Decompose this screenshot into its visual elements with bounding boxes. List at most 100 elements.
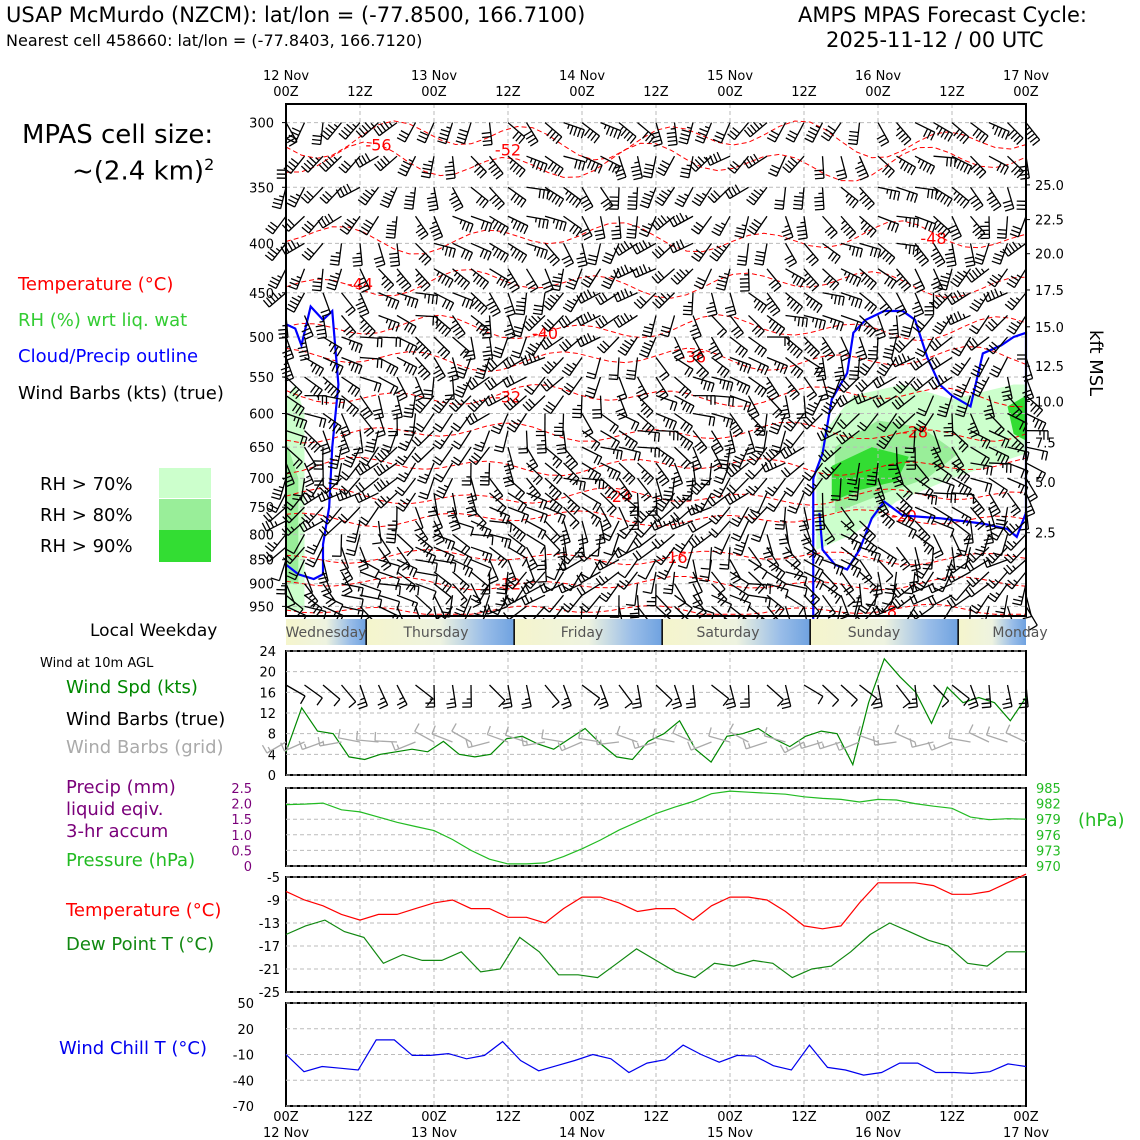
- local-weekday-label: Local Weekday: [90, 621, 218, 641]
- barb-flag: [754, 258, 764, 262]
- barb-shaft: [324, 520, 342, 537]
- barb-flag: [546, 190, 549, 200]
- barb-shaft: [1007, 430, 1025, 447]
- barb-flag: [951, 350, 960, 357]
- barb-flag: [437, 140, 447, 145]
- barb-half: [334, 455, 340, 458]
- barb-flag: [452, 422, 461, 429]
- pressure-tick-label: 400: [249, 237, 274, 252]
- barb-flag: [625, 377, 635, 380]
- barb-flag: [912, 218, 916, 228]
- barb-flag: [824, 535, 833, 542]
- barb-flag: [1008, 278, 1017, 285]
- barb-flag: [944, 252, 954, 256]
- barb-flag: [687, 506, 692, 516]
- barb-shaft: [470, 571, 489, 587]
- barb-flag: [1006, 553, 1015, 561]
- barb-flag: [482, 135, 492, 139]
- barb-shaft: [544, 520, 561, 538]
- barb-flag: [595, 474, 602, 483]
- pressure-tick-label: 350: [249, 181, 274, 196]
- barb-flag: [708, 345, 717, 351]
- barb-flag: [354, 342, 360, 352]
- barb-flag: [637, 452, 641, 462]
- barb-shaft: [294, 187, 306, 208]
- barb-shaft: [581, 215, 593, 237]
- barb-flag: [395, 505, 404, 512]
- barb10m-half: [399, 696, 404, 701]
- barb-flag: [338, 474, 347, 481]
- barb-flag: [594, 561, 601, 571]
- barb-shaft: [378, 462, 398, 477]
- barb-flag: [558, 319, 565, 329]
- barb-flag: [695, 221, 704, 229]
- barb-half: [533, 246, 537, 251]
- barb-flag: [563, 258, 572, 265]
- barb-flag: [798, 237, 808, 240]
- barb-flag: [502, 597, 508, 606]
- barb-shaft: [378, 583, 401, 587]
- barb-flag: [660, 215, 668, 223]
- barb-shaft: [525, 583, 546, 595]
- barb-shaft: [896, 186, 918, 195]
- barb-shaft: [285, 376, 303, 393]
- barb-flag: [793, 348, 800, 356]
- barb-shaft: [322, 395, 345, 401]
- kft-tick-label: 15.0: [1035, 321, 1064, 336]
- barb-flag: [633, 451, 638, 461]
- barb-flag: [357, 305, 366, 310]
- barb-shaft: [616, 357, 620, 380]
- barb-flag: [597, 456, 603, 466]
- barb-flag: [335, 364, 340, 374]
- barb-flag: [570, 463, 579, 471]
- barb-flag: [936, 577, 946, 582]
- wind-tick-label: 24: [259, 645, 276, 660]
- barb-flag: [988, 579, 997, 586]
- barb-shaft: [544, 186, 564, 200]
- barb-flag: [986, 557, 992, 567]
- barb-flag: [526, 385, 535, 392]
- barb-shaft: [951, 594, 971, 609]
- barb-flag: [879, 249, 887, 258]
- barb-flag: [384, 192, 394, 198]
- barb-shaft: [692, 571, 703, 593]
- barb-flag: [947, 264, 957, 268]
- barb-shaft: [617, 268, 638, 279]
- barb-flag: [932, 284, 942, 290]
- barb-flag: [952, 277, 961, 284]
- barb-flag: [558, 343, 566, 352]
- barb-half: [273, 541, 278, 546]
- barb-shaft: [526, 215, 549, 221]
- barb-half: [396, 272, 402, 277]
- barb-half: [858, 345, 864, 349]
- barb-flag: [990, 368, 1000, 375]
- barb-flag: [997, 127, 1003, 137]
- barb-flag: [385, 236, 395, 239]
- barb-flag: [594, 229, 604, 233]
- barb-flag: [899, 561, 908, 568]
- pressure-tick-label: 800: [249, 528, 274, 543]
- barb-flag: [906, 191, 911, 201]
- barb-shaft: [421, 413, 435, 433]
- barb10m-shaft: [711, 684, 730, 700]
- barb-flag: [576, 338, 582, 347]
- barb-shaft: [618, 506, 629, 528]
- weekday-band: [366, 619, 515, 645]
- barb-shaft: [988, 395, 996, 418]
- barb-flag: [641, 334, 651, 338]
- barb-flag: [797, 229, 807, 233]
- barb-half: [980, 545, 986, 549]
- barb-half: [603, 518, 608, 523]
- barb-half: [603, 124, 607, 130]
- barb-flag: [668, 459, 675, 468]
- barb-flag: [358, 460, 367, 467]
- isotherm-label: -56: [365, 135, 391, 154]
- barb-flag: [565, 338, 572, 347]
- barb-flag: [784, 589, 789, 599]
- barb-flag: [568, 277, 578, 283]
- barb-flag: [757, 386, 764, 396]
- barb-flag: [454, 274, 461, 283]
- barb-shaft: [801, 187, 805, 210]
- barb-flag: [859, 194, 867, 202]
- barb-flag: [851, 246, 856, 256]
